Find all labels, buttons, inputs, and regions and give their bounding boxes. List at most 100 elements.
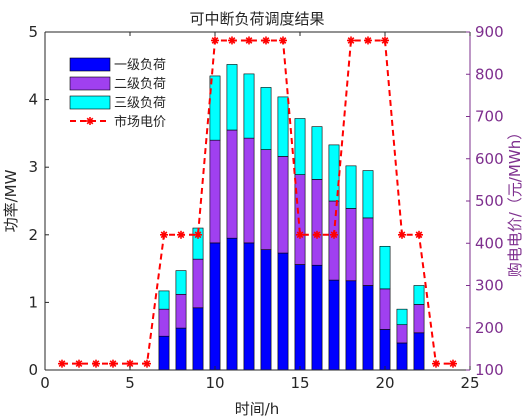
bar-segment-1 (362, 285, 374, 371)
bar-segment-2 (379, 288, 391, 330)
y-tick-label: 4 (28, 91, 38, 109)
y-tick-label: 5 (28, 23, 38, 41)
bar-segment-1 (328, 279, 340, 371)
y-right-tick-label: 100 (475, 361, 504, 379)
bar-segment-2 (175, 293, 187, 329)
price-point (194, 230, 202, 239)
price-point (143, 359, 151, 368)
price-point (177, 230, 185, 239)
bar-segment-3 (277, 96, 289, 157)
y-right-axis-ticks: 100 200 300 400 500 600 700 800 900 (466, 23, 504, 379)
bar-segment-2 (345, 208, 357, 282)
bar-segment-3 (362, 170, 374, 219)
price-point (381, 36, 389, 45)
y-tick-label: 1 (28, 293, 38, 311)
bar-segment-1 (175, 327, 187, 371)
y-right-tick-label: 200 (475, 319, 504, 337)
bar-segment-3 (158, 290, 170, 310)
bar-segment-2 (328, 200, 340, 281)
bar-segment-1 (277, 252, 289, 371)
x-tick-label: 0 (40, 374, 50, 392)
price-point (160, 230, 168, 239)
x-tick-label: 10 (205, 374, 224, 392)
bar-segment-3 (260, 87, 272, 150)
bar-segment-2 (413, 304, 425, 334)
bar-segment-1 (209, 242, 221, 371)
price-line-layer (58, 36, 457, 368)
price-point (262, 36, 270, 45)
price-point (92, 359, 100, 368)
price-point (330, 230, 338, 239)
bar-segment-1 (345, 280, 357, 371)
bar-segment-2 (396, 324, 408, 344)
y-tick-label: 0 (28, 361, 38, 379)
bar-segment-3 (311, 126, 323, 180)
legend-label: 一级负荷 (114, 58, 166, 73)
bar-layer (158, 64, 425, 371)
bar-segment-3 (413, 285, 425, 305)
price-point (279, 36, 287, 45)
legend-label: 市场电价 (114, 114, 166, 130)
bar-segment-3 (175, 270, 187, 295)
bar-segment-2 (311, 179, 323, 266)
bar-segment-1 (413, 332, 425, 371)
bar-segment-1 (226, 237, 238, 371)
bar-segment-2 (158, 308, 170, 337)
bar-segment-2 (192, 258, 204, 309)
legend-swatch (69, 57, 111, 72)
bar-segment-3 (209, 75, 221, 141)
x-axis-title: 时间/h (235, 400, 280, 418)
legend-swatch (69, 76, 111, 91)
y-right-axis-title: 购电电价/（元/MWh） (506, 125, 524, 277)
bar-segment-3 (226, 64, 238, 131)
price-point (109, 359, 117, 368)
price-point (313, 230, 321, 239)
bar-segment-1 (396, 342, 408, 371)
legend-label: 二级负荷 (114, 77, 166, 92)
price-point (296, 230, 304, 239)
y-right-tick-label: 300 (475, 277, 504, 295)
x-tick-label: 20 (375, 374, 394, 392)
price-point (432, 359, 440, 368)
legend-swatch (69, 95, 111, 110)
y-right-tick-label: 400 (475, 234, 504, 252)
price-point (364, 36, 372, 45)
bar-segment-1 (379, 329, 391, 371)
bar-segment-1 (260, 249, 272, 371)
y-tick-label: 2 (28, 226, 38, 244)
y-right-tick-label: 600 (475, 150, 504, 168)
price-point (347, 36, 355, 45)
price-point (398, 230, 406, 239)
bar-segment-3 (396, 308, 408, 326)
bar-segment-2 (260, 149, 272, 250)
price-point (245, 36, 253, 45)
bar-segment-1 (192, 307, 204, 371)
price-point (449, 359, 457, 368)
x-tick-label: 5 (125, 374, 135, 392)
y-right-tick-label: 900 (475, 23, 504, 41)
y-axis-ticks: 0 1 2 3 4 5 (28, 23, 49, 379)
x-axis-ticks: 0 5 10 15 20 25 (40, 32, 480, 392)
y-axis-title: 功率/MW (2, 169, 20, 232)
bar-segment-2 (209, 139, 221, 244)
bar-segment-1 (294, 264, 306, 371)
x-tick-label: 25 (460, 374, 479, 392)
chart-title: 可中断负荷调度结果 (189, 10, 324, 28)
bar-segment-1 (158, 335, 170, 371)
y-tick-label: 3 (28, 158, 38, 176)
price-point (228, 36, 236, 45)
price-point (58, 359, 66, 368)
price-point (75, 359, 83, 368)
bar-segment-2 (243, 137, 255, 244)
bar-segment-3 (243, 73, 255, 139)
bar-segment-3 (345, 165, 357, 209)
y-right-tick-label: 700 (475, 108, 504, 126)
legend-label: 三级负荷 (114, 96, 166, 111)
y-right-tick-label: 800 (475, 65, 504, 83)
bar-segment-2 (226, 129, 238, 239)
bar-segment-1 (311, 264, 323, 371)
bar-segment-1 (243, 242, 255, 371)
price-point (211, 36, 219, 45)
